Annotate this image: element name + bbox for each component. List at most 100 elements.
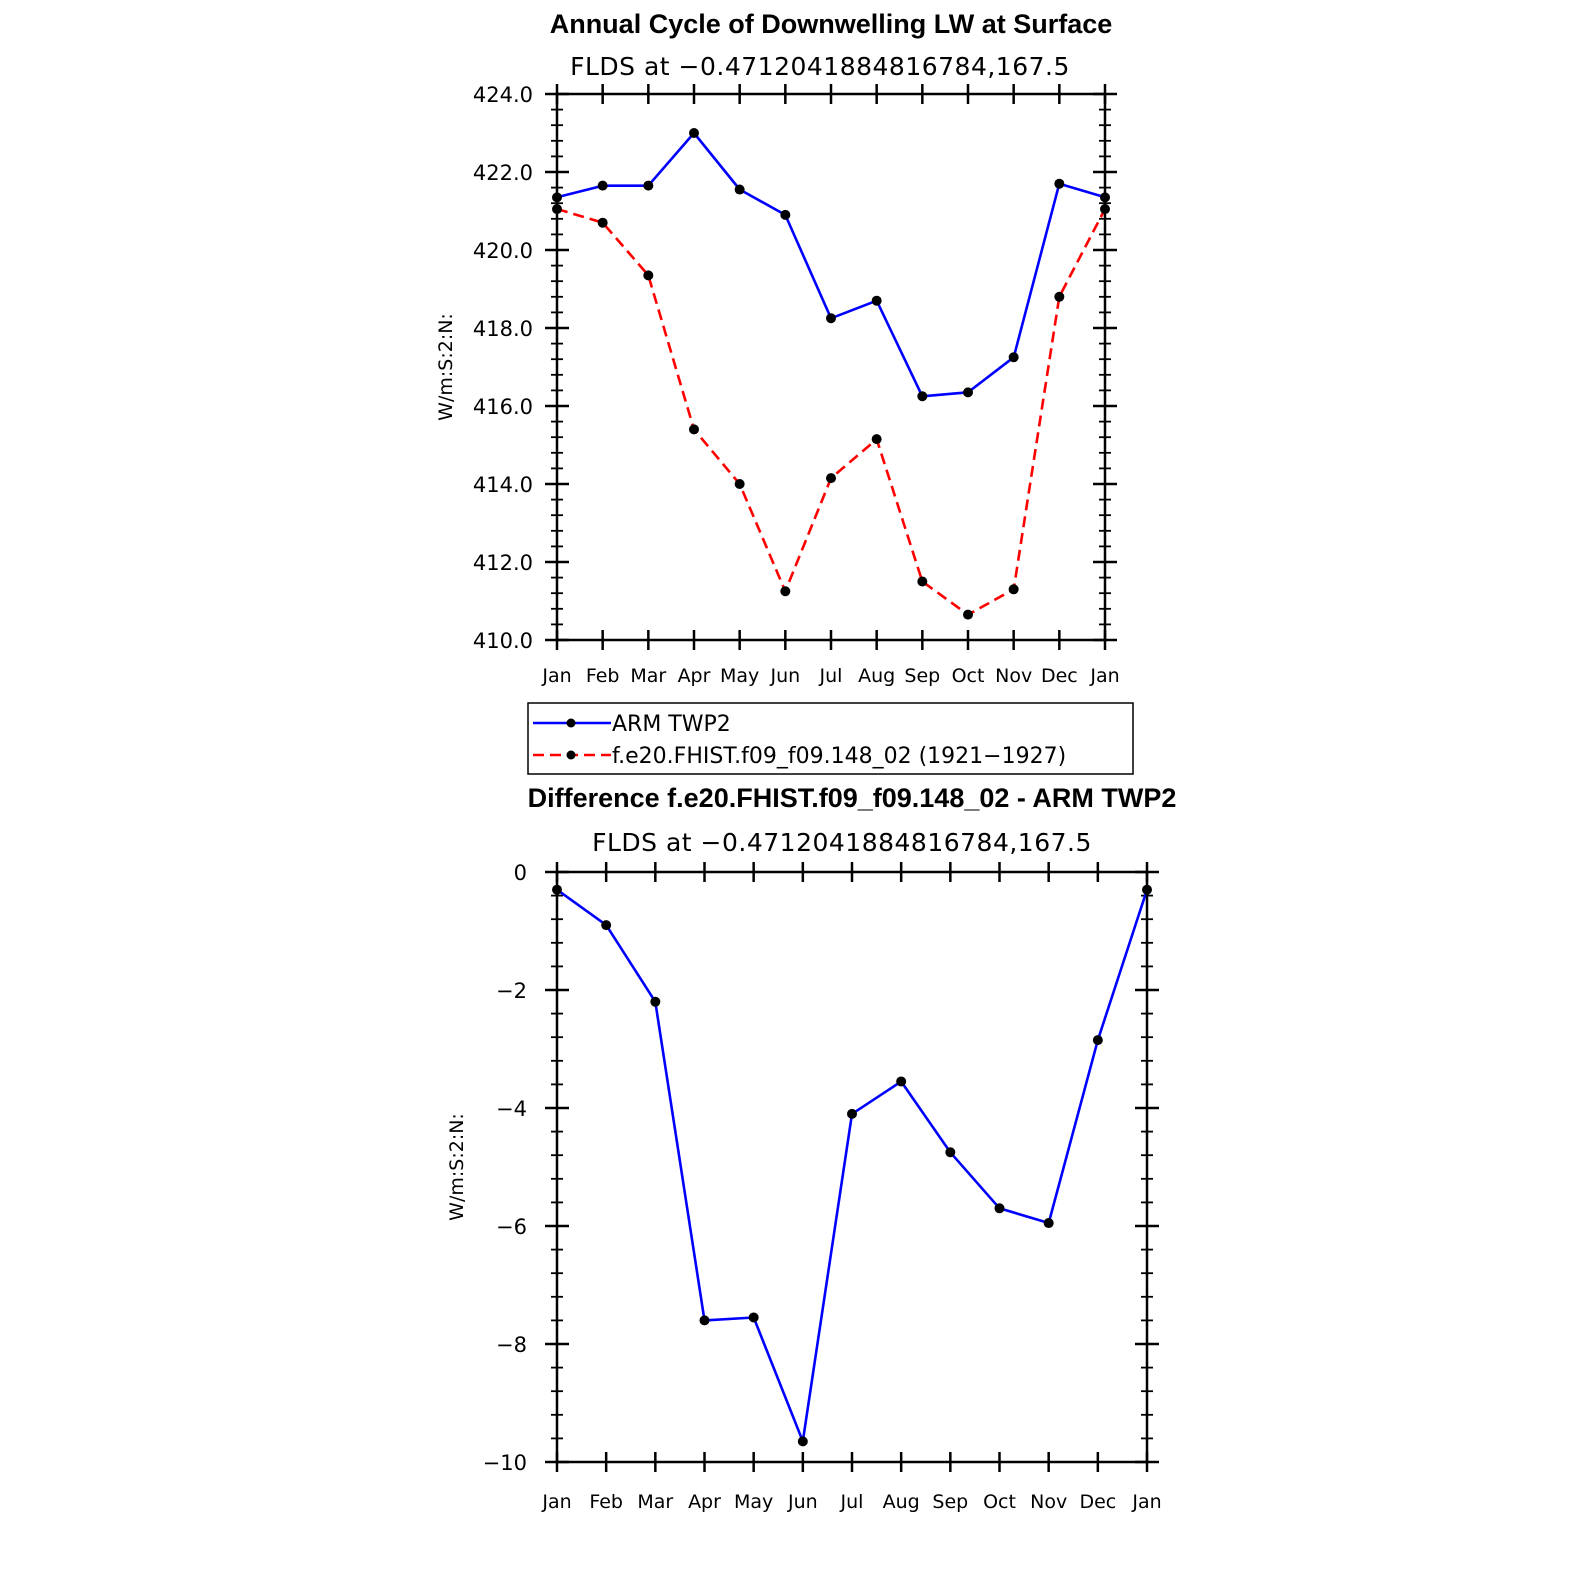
y-tick-label: −4 — [496, 1097, 527, 1121]
x-tick-label-mar: Mar — [630, 665, 666, 687]
x-tick-label-dec: Dec — [1079, 1491, 1116, 1513]
x-tick-label-aug: Aug — [883, 1491, 920, 1513]
y-tick-label: −10 — [483, 1451, 527, 1475]
plot-frame — [555, 870, 1149, 1464]
plot-frame — [555, 92, 1107, 642]
y-tick-label: 416.0 — [473, 395, 533, 419]
y-tick-label: 410.0 — [473, 629, 533, 653]
data-point-arm-twp2-apr — [689, 128, 699, 138]
data-point-arm-twp2-feb — [597, 180, 608, 191]
data-point-difference-oct — [994, 1203, 1005, 1214]
series-line-difference — [556, 888, 1149, 1443]
data-point-arm-twp2-dec — [1054, 178, 1065, 189]
chart-title: Annual Cycle of Downwelling LW at Surfac… — [550, 9, 1113, 39]
series-line-f-e20-fhist-f09-f09-148-02-1921-1927 — [556, 207, 1107, 617]
y-tick-label: 414.0 — [473, 473, 533, 497]
series-group — [552, 128, 1110, 620]
data-point-arm-twp2-may — [734, 184, 745, 195]
data-point-f-e20-fhist-f09-f09-148-02-1921-1927-jul — [826, 473, 836, 484]
x-tick-label-nov: Nov — [995, 665, 1032, 687]
chart-subtitle: FLDS at −0.4712041884816784,167.5 — [592, 828, 1092, 857]
y-tick-labels: −10 −8 −6 −4 −2 0 — [483, 861, 527, 1475]
x-tick-label-oct: Oct — [952, 665, 985, 687]
difference-panel: Difference f.e20.FHIST.f09_f09.148_02 - … — [446, 783, 1176, 1513]
legend-entry-arm-twp2: ARM TWP2 — [612, 712, 731, 737]
tick-marks — [545, 84, 1117, 650]
data-point-f-e20-fhist-f09-f09-148-02-1921-1927-mar — [643, 270, 654, 281]
y-tick-label: 0 — [514, 861, 527, 885]
x-tick-label-jan: Jan — [541, 665, 571, 687]
data-point-arm-twp2-oct — [963, 387, 973, 398]
y-tick-label: 412.0 — [473, 551, 533, 575]
data-point-difference-may — [748, 1312, 759, 1323]
x-tick-label-feb: Feb — [586, 665, 620, 687]
x-tick-label-feb: Feb — [589, 1491, 623, 1513]
x-tick-label-jul: Jul — [819, 665, 843, 687]
y-tick-label: −6 — [496, 1215, 527, 1239]
x-tick-label-jul: Jul — [840, 1491, 864, 1513]
data-point-arm-twp2-nov — [1008, 352, 1019, 363]
x-tick-label-jun: Jun — [787, 1491, 818, 1513]
x-tick-label-oct: Oct — [983, 1491, 1016, 1513]
data-point-f-e20-fhist-f09-f09-148-02-1921-1927-feb — [597, 217, 608, 228]
data-point-arm-twp2-aug — [871, 295, 882, 306]
data-point-difference-nov — [1043, 1218, 1054, 1229]
x-tick-label-sep: Sep — [904, 665, 940, 687]
data-point-arm-twp2-jun — [780, 209, 791, 220]
x-tick-label-may: May — [734, 1491, 773, 1513]
data-point-arm-twp2-sep — [917, 391, 928, 402]
y-tick-label: 424.0 — [473, 83, 533, 107]
data-point-f-e20-fhist-f09-f09-148-02-1921-1927-dec — [1054, 291, 1065, 302]
chart-title: Difference f.e20.FHIST.f09_f09.148_02 - … — [528, 783, 1177, 813]
x-tick-label-mar: Mar — [637, 1491, 673, 1513]
data-point-arm-twp2-jul — [826, 313, 836, 324]
data-point-difference-feb — [601, 920, 612, 931]
data-point-f-e20-fhist-f09-f09-148-02-1921-1927-nov — [1008, 584, 1019, 595]
y-tick-labels: 410.0 412.0 414.0 416.0 418.0 420.0 422.0 424.0 — [473, 83, 533, 653]
y-axis-label: W/m:S:2:N: — [435, 313, 457, 421]
data-point-difference-aug — [896, 1076, 907, 1087]
data-point-difference-sep — [945, 1147, 956, 1158]
x-tick-label-jan: Jan — [541, 1491, 571, 1513]
tick-marks — [545, 862, 1159, 1472]
data-point-difference-mar — [650, 996, 661, 1007]
data-point-f-e20-fhist-f09-f09-148-02-1921-1927-apr — [689, 424, 699, 435]
y-tick-label: −2 — [496, 979, 527, 1003]
x-tick-label-apr: Apr — [678, 665, 711, 687]
y-axis-label: W/m:S:2:N: — [446, 1113, 468, 1221]
legend-frame — [527, 702, 1134, 775]
legend-marker-model — [566, 750, 576, 760]
annual-cycle-panel: Annual Cycle of Downwelling LW at Surfac… — [435, 9, 1120, 687]
data-point-f-e20-fhist-f09-f09-148-02-1921-1927-oct — [963, 609, 973, 620]
y-tick-label: −8 — [496, 1333, 527, 1357]
x-tick-label-jun: Jun — [769, 665, 800, 687]
data-point-difference-jul — [847, 1108, 857, 1119]
x-tick-labels: Jan Feb Mar Apr May Jun Jul Aug Sep Oct Nov Dec Jan — [541, 665, 1119, 687]
data-point-f-e20-fhist-f09-f09-148-02-1921-1927-jun — [780, 586, 791, 597]
x-tick-label-dec: Dec — [1041, 665, 1078, 687]
legend-entry-model: f.e20.FHIST.f09_f09.148_02 (1921−1927) — [612, 744, 1066, 769]
x-tick-label-may: May — [720, 665, 759, 687]
x-tick-label-jan: Jan — [1089, 665, 1119, 687]
data-point-difference-jun — [797, 1436, 808, 1447]
series-group — [552, 884, 1152, 1447]
x-tick-label-aug: Aug — [858, 665, 895, 687]
legend-marker-arm-twp2 — [566, 718, 576, 728]
data-point-f-e20-fhist-f09-f09-148-02-1921-1927-aug — [871, 434, 882, 445]
data-point-difference-dec — [1092, 1035, 1103, 1046]
x-tick-labels: Jan Feb Mar Apr May Jun Jul Aug Sep Oct Nov Dec Jan — [541, 1491, 1161, 1513]
data-point-difference-apr — [699, 1315, 710, 1326]
x-tick-label-nov: Nov — [1030, 1491, 1067, 1513]
x-tick-label-jan: Jan — [1131, 1491, 1161, 1513]
chart-subtitle: FLDS at −0.4712041884816784,167.5 — [570, 52, 1070, 81]
data-point-arm-twp2-mar — [643, 180, 654, 191]
data-point-f-e20-fhist-f09-f09-148-02-1921-1927-sep — [917, 576, 928, 587]
y-tick-label: 418.0 — [473, 317, 533, 341]
x-tick-label-sep: Sep — [932, 1491, 968, 1513]
data-point-f-e20-fhist-f09-f09-148-02-1921-1927-may — [734, 479, 745, 489]
legend: ARM TWP2 f.e20.FHIST.f09_f09.148_02 (192… — [527, 702, 1134, 775]
x-tick-label-apr: Apr — [688, 1491, 721, 1513]
y-tick-label: 420.0 — [473, 239, 533, 263]
y-tick-label: 422.0 — [473, 161, 533, 185]
